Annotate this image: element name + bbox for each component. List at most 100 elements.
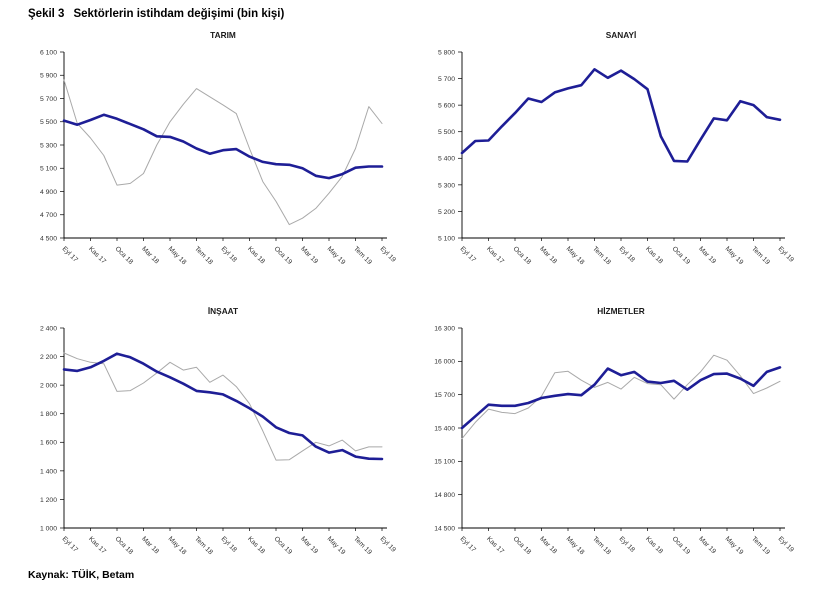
x-tick-label: Tem 18: [591, 245, 612, 266]
x-tick-label: Kas 18: [644, 535, 664, 555]
tarim-plot: TARIM 4 500 4 700 4 900 5 100 5 300 5 500 5 700…: [40, 30, 397, 266]
y-tick-label: 15 700: [434, 392, 455, 399]
x-tick-label: Mar 19: [299, 245, 319, 265]
x-tick-label: Mar 18: [140, 535, 160, 555]
x-tick-label: May 19: [326, 245, 347, 266]
y-tick-label: 5 400: [438, 156, 455, 163]
y-tick-label: 5 500: [40, 119, 57, 126]
y-tick-label: 5 100: [40, 166, 57, 173]
y-tick-label: 14 800: [434, 492, 455, 499]
x-tick-label: Eyl 19: [379, 535, 397, 553]
x-tick-label: Eyl 17: [459, 245, 477, 263]
y-tick-label: 1 200: [40, 497, 57, 504]
x-tick-label: Eyl 17: [61, 535, 79, 553]
x-tick-label: Eyl 17: [459, 535, 477, 553]
gray-line: [63, 352, 383, 461]
x-tick-label: Oca 18: [512, 245, 533, 266]
figure-number: Şekil 3: [28, 8, 65, 20]
x-tick-label: Oca 18: [512, 535, 533, 556]
y-tick-label: 5 700: [438, 76, 455, 83]
x-tick-label: Eyl 19: [777, 535, 795, 553]
y-tick-label: 5 300: [40, 142, 57, 149]
x-tick-label: Kas 18: [246, 245, 266, 265]
y-tick-label: 15 400: [434, 425, 455, 432]
x-tick-label: Tem 19: [352, 245, 373, 266]
x-tick-label: Mar 19: [697, 245, 717, 265]
x-tick-label: May 18: [167, 535, 188, 556]
y-tick-label: 5 900: [40, 73, 57, 80]
y-tick-label: 4 900: [40, 189, 57, 196]
x-tick-label: May 18: [167, 245, 188, 266]
x-tick-label: Kas 17: [87, 245, 107, 265]
x-tick-label: May 18: [565, 535, 586, 556]
x-tick-label: May 18: [565, 245, 586, 266]
insaat-plot: İNŞAAT 1 000 1 200 1 400 1 600 1 800 2 000 2 20…: [40, 306, 397, 556]
chart-title: TARIM: [210, 30, 236, 40]
gray-line: [461, 354, 781, 440]
x-tick-label: Tem 19: [352, 535, 373, 556]
x-tick-label: Tem 19: [750, 535, 771, 556]
navy-line: [460, 366, 782, 430]
x-tick-label: May 19: [724, 245, 745, 266]
y-tick-label: 1 400: [40, 468, 57, 475]
y-tick-label: 5 200: [438, 209, 455, 216]
y-tick-label: 14 500: [434, 525, 455, 532]
y-tick-label: 2 000: [40, 383, 57, 390]
y-tick-label: 6 100: [40, 49, 57, 56]
y-tick-label: 4 700: [40, 212, 57, 219]
navy-line: [62, 352, 384, 461]
x-tick-label: Oca 19: [273, 245, 294, 266]
x-tick-label: Oca 19: [671, 245, 692, 266]
chart-title: HİZMETLER: [597, 306, 644, 316]
navy-line: [460, 67, 782, 163]
x-tick-label: Tem 18: [193, 535, 214, 556]
y-tick-label: 16 300: [434, 325, 455, 332]
x-tick-label: Tem 18: [591, 535, 612, 556]
y-tick-label: 15 100: [434, 459, 455, 466]
x-tick-label: Eyl 18: [220, 535, 238, 553]
x-tick-label: Eyl 18: [618, 535, 636, 553]
y-tick-label: 1 600: [40, 440, 57, 447]
chart-title: İNŞAAT: [208, 306, 238, 316]
x-tick-label: Eyl 18: [618, 245, 636, 263]
x-tick-label: Oca 18: [114, 245, 135, 266]
gray-line: [63, 79, 383, 226]
x-tick-label: Oca 18: [114, 535, 135, 556]
y-tick-label: 5 100: [438, 235, 455, 242]
x-tick-label: May 19: [326, 535, 347, 556]
y-tick-label: 1 000: [40, 525, 57, 532]
x-tick-label: Oca 19: [671, 535, 692, 556]
y-tick-label: 1 800: [40, 411, 57, 418]
sanayi-plot: SANAYİ 5 100 5 200 5 300 5 400 5 500 5 600 5 70…: [438, 30, 795, 266]
x-tick-label: Eyl 19: [777, 245, 795, 263]
figure-title-text: Sektörlerin istihdam değişimi (bin kişi): [73, 8, 285, 20]
x-tick-label: Mar 19: [299, 535, 319, 555]
y-tick-label: 2 200: [40, 354, 57, 361]
navy-line: [62, 113, 384, 180]
x-tick-label: Oca 19: [273, 535, 294, 556]
x-tick-label: Mar 18: [538, 245, 558, 265]
x-tick-label: Mar 19: [697, 535, 717, 555]
y-tick-label: 5 600: [438, 103, 455, 110]
x-tick-label: Kas 17: [485, 245, 505, 265]
y-tick-label: 5 700: [40, 96, 57, 103]
x-tick-label: Eyl 17: [61, 245, 79, 263]
chart-title: SANAYİ: [606, 30, 637, 40]
x-tick-label: Kas 17: [485, 535, 505, 555]
y-tick-label: 4 500: [40, 235, 57, 242]
chart-sanayi: SANAYİ 5 100 5 200 5 300 5 400 5 500 5 600 5 70…: [416, 22, 812, 288]
x-tick-label: Tem 19: [750, 245, 771, 266]
x-tick-label: Tem 18: [193, 245, 214, 266]
x-tick-label: Mar 18: [538, 535, 558, 555]
x-tick-label: Kas 18: [644, 245, 664, 265]
chart-insaat: İNŞAAT 1 000 1 200 1 400 1 600 1 800 2 000 2 20…: [18, 292, 414, 584]
chart-hizmetler: HİZMETLER 14 500 14 800 15 100 15 400 15 700 1…: [416, 292, 812, 584]
x-tick-label: May 19: [724, 535, 745, 556]
y-tick-label: 2 400: [40, 325, 57, 332]
figure-title: Şekil 3 Sektörlerin istihdam değişimi (bi…: [28, 8, 284, 20]
y-tick-label: 5 800: [438, 49, 455, 56]
x-tick-label: Mar 18: [140, 245, 160, 265]
y-tick-label: 5 500: [438, 129, 455, 136]
hizmetler-plot: HİZMETLER 14 500 14 800 15 100 15 400 15 700 1…: [434, 306, 795, 556]
x-tick-label: Kas 17: [87, 535, 107, 555]
